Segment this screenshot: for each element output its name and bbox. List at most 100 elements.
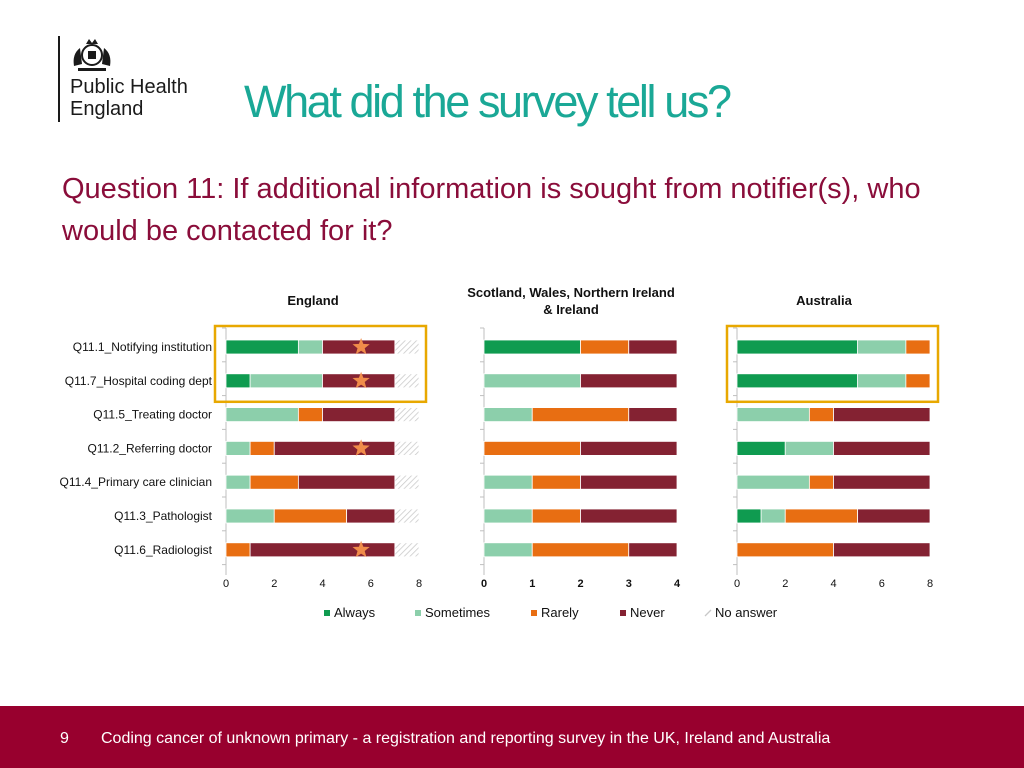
bar-rarely: [249, 474, 299, 490]
legend-swatch: [704, 609, 712, 617]
bar-rarely: [225, 542, 251, 558]
bar-sometimes: [857, 373, 907, 389]
bar-no-answer: [394, 440, 420, 456]
bar-always: [736, 339, 859, 355]
question-text: Question 11: If additional information i…: [62, 173, 921, 247]
star-icon: [352, 338, 370, 355]
bar-never: [580, 440, 678, 456]
x-tick-label: 2: [271, 578, 277, 590]
bar-rarely: [580, 339, 630, 355]
bar-rarely: [483, 440, 581, 456]
x-tick-label: 4: [319, 578, 325, 590]
royal-crest-icon: [73, 39, 111, 71]
x-tick-label: 1: [529, 578, 535, 590]
x-tick-label: 4: [830, 578, 836, 590]
bar-rarely: [531, 508, 581, 524]
bar-sometimes: [483, 542, 533, 558]
bar-always: [736, 440, 786, 456]
bar-always: [736, 373, 859, 389]
legend-swatch: [415, 610, 421, 616]
bar-sometimes: [736, 474, 810, 490]
bar-never: [580, 508, 678, 524]
chart-title: Australia: [796, 293, 852, 308]
legend-label: Always: [334, 605, 376, 620]
footer-text: Coding cancer of unknown primary - a reg…: [101, 730, 831, 747]
x-tick-label: 8: [416, 578, 422, 590]
bar-no-answer: [394, 339, 420, 355]
bar-never: [346, 508, 396, 524]
bar-sometimes: [483, 508, 533, 524]
bar-never: [833, 542, 931, 558]
bar-never: [833, 474, 931, 490]
bar-never: [273, 440, 396, 456]
legend-swatch: [324, 610, 330, 616]
legend-label: No answer: [715, 605, 778, 620]
category-label: Q11.6_Radiologist: [114, 543, 213, 557]
bar-sometimes: [857, 339, 907, 355]
logo-line-2: England: [70, 98, 144, 120]
legend-swatch: [620, 610, 626, 616]
bar-no-answer: [394, 474, 420, 490]
bar-sometimes: [784, 440, 834, 456]
x-tick-label: 0: [481, 578, 487, 590]
x-tick-label: 8: [927, 578, 933, 590]
bar-no-answer: [394, 508, 420, 524]
bar-sometimes: [225, 474, 251, 490]
x-tick-label: 0: [223, 578, 229, 590]
x-tick-label: 4: [674, 578, 681, 590]
star-icon: [352, 439, 370, 456]
bar-sometimes: [736, 407, 810, 423]
bar-never: [833, 440, 931, 456]
footer-bar: 9 Coding cancer of unknown primary - a r…: [0, 706, 1024, 768]
chart-area: England 0 2 4 6 8 Scotland, Wales, Northern Ir…: [59, 285, 940, 620]
bar-never: [628, 339, 678, 355]
bar-no-answer: [394, 542, 420, 558]
x-tick-label: 2: [577, 578, 583, 590]
category-label: Q11.2_Referring doctor: [87, 441, 212, 455]
category-label: Q11.3_Pathologist: [114, 509, 213, 523]
highlight-box: [213, 324, 428, 404]
bar-never: [580, 373, 678, 389]
chart-title: England: [287, 293, 338, 308]
category-label: Q11.5_Treating doctor: [93, 408, 212, 422]
bar-rarely: [297, 407, 323, 423]
bar-no-answer: [394, 407, 420, 423]
bar-rarely: [905, 373, 931, 389]
category-label: Q11.4_Primary care clinician: [59, 475, 212, 489]
star-icon: [352, 540, 370, 558]
legend-swatch: [531, 610, 537, 616]
legend-label: Sometimes: [425, 605, 491, 620]
legend-label: Never: [630, 605, 665, 620]
bar-sometimes: [225, 407, 299, 423]
bar-never: [322, 407, 396, 423]
bar-never: [580, 474, 678, 490]
bar-rarely: [249, 440, 275, 456]
bar-never: [833, 407, 931, 423]
x-tick-label: 6: [368, 578, 374, 590]
bar-rarely: [531, 407, 630, 423]
bar-no-answer: [394, 373, 420, 389]
legend-label: Rarely: [541, 605, 579, 620]
logo-divider: [58, 36, 60, 122]
page-number: 9: [60, 730, 69, 747]
bar-sometimes: [249, 373, 323, 389]
bar-rarely: [905, 339, 931, 355]
bar-rarely: [808, 474, 834, 490]
x-tick-label: 0: [734, 578, 740, 590]
chart-title-line: & Ireland: [543, 302, 599, 317]
chart-title-line: Scotland, Wales, Northern Ireland: [467, 285, 675, 300]
phe-logo: Public Health England: [58, 36, 218, 126]
logo-text: Public Health England: [70, 76, 188, 120]
bar-never: [297, 474, 396, 490]
bar-always: [225, 373, 251, 389]
bar-rarely: [531, 474, 581, 490]
bar-never: [857, 508, 931, 524]
bar-rarely: [531, 542, 630, 558]
bar-sometimes: [483, 373, 581, 389]
category-label: Q11.7_Hospital coding dept: [65, 374, 213, 388]
bar-rarely: [736, 542, 834, 558]
bar-sometimes: [225, 508, 275, 524]
bar-never: [628, 542, 678, 558]
bar-sometimes: [760, 508, 786, 524]
bar-rarely: [273, 508, 348, 524]
